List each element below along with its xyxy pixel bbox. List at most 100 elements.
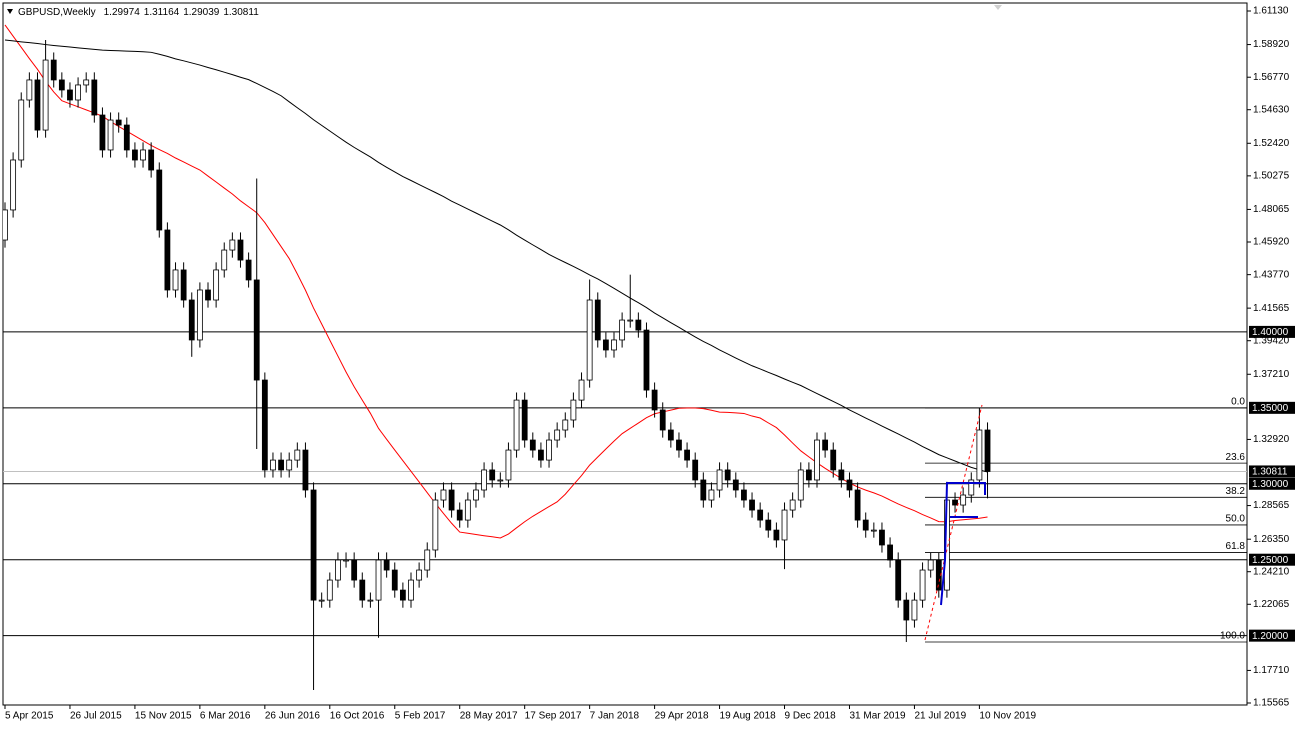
y-tick-label: 1.15565 xyxy=(1253,698,1290,709)
fib-label: 50.0 xyxy=(1226,514,1246,525)
y-tick-label: 1.39420 xyxy=(1253,335,1290,346)
quote-close: 1.30811 xyxy=(223,7,259,18)
y-tick-label: 1.45920 xyxy=(1253,237,1290,248)
fib-trend-line xyxy=(924,404,983,641)
candle-body xyxy=(521,399,528,441)
candle-body xyxy=(237,239,244,261)
candle-body xyxy=(10,159,17,211)
candle-body xyxy=(676,439,682,451)
candle-body xyxy=(416,569,423,581)
candle-body xyxy=(757,509,764,521)
candle-body xyxy=(310,489,317,601)
x-tick-label: 15 Nov 2015 xyxy=(135,711,192,722)
price-label: 1.30811 xyxy=(1252,467,1288,478)
plot-frame xyxy=(2,2,1248,706)
candle-body xyxy=(773,529,780,541)
candle-body xyxy=(692,459,699,481)
x-tick-label: 9 Dec 2018 xyxy=(785,711,837,722)
candle-body xyxy=(538,449,544,461)
candle-body xyxy=(456,509,463,521)
fib-label: 0.0 xyxy=(1231,396,1245,407)
candle-body xyxy=(448,489,455,511)
candle-body xyxy=(732,479,739,491)
candle-body xyxy=(741,489,747,501)
level-box xyxy=(1249,553,1295,566)
y-tick-label: 1.58920 xyxy=(1253,39,1290,50)
candle-body xyxy=(123,124,130,151)
candle-body xyxy=(156,169,163,231)
candle-body xyxy=(927,559,934,571)
fib-label: 61.8 xyxy=(1226,541,1246,552)
x-tick-label: 29 Apr 2018 xyxy=(655,711,709,722)
level-box xyxy=(1249,477,1295,490)
candle-body xyxy=(505,449,512,481)
candle-body xyxy=(383,559,390,571)
candle-body xyxy=(408,579,414,601)
x-tick-label: 26 Jun 2016 xyxy=(265,711,320,722)
y-tick-label: 1.61130 xyxy=(1253,6,1289,17)
candle-body xyxy=(684,449,690,461)
candle-body xyxy=(919,569,926,601)
scroll-marker[interactable] xyxy=(994,5,1002,10)
candle-body xyxy=(651,389,658,411)
candle-body xyxy=(984,429,991,472)
candle-body xyxy=(375,559,382,601)
candle-body xyxy=(911,599,918,621)
x-tick-label: 17 Sep 2017 xyxy=(525,711,582,722)
fib-label: 38.2 xyxy=(1226,486,1246,497)
candle-body xyxy=(335,559,341,581)
plot-area: 0.0 23.6 38.2 50.0 61.8 100.0 xyxy=(3,24,1247,691)
y-tick-label: 1.22065 xyxy=(1253,599,1290,610)
candle-body xyxy=(253,279,260,381)
candle-body xyxy=(261,379,268,471)
x-tick-label: 16 Oct 2016 xyxy=(330,711,385,722)
level-box xyxy=(1249,325,1295,338)
y-tick-label: 1.28565 xyxy=(1253,500,1290,511)
candle-body xyxy=(326,579,333,601)
drawings xyxy=(924,404,986,641)
candle-body xyxy=(814,439,820,481)
candle-body xyxy=(838,469,845,481)
candle-body xyxy=(148,149,155,171)
y-tick-label: 1.32920 xyxy=(1253,434,1290,445)
axes: 1.61130 1.58920 1.56770 1.54630 1.52420 1.502… xyxy=(4,6,1295,722)
candle-body xyxy=(903,599,910,621)
candle-body xyxy=(659,409,666,431)
y-tick-label: 1.43770 xyxy=(1253,269,1290,280)
candle-body xyxy=(3,209,8,241)
candle-body xyxy=(749,499,755,511)
candle-body xyxy=(895,559,902,601)
candle-body xyxy=(302,449,309,491)
menu-toggle[interactable] xyxy=(7,9,13,14)
candle-body xyxy=(359,579,366,601)
candle-body xyxy=(391,569,398,591)
candle-body xyxy=(724,469,731,481)
candle-body xyxy=(805,469,812,481)
candle-body xyxy=(578,379,585,401)
candle-body xyxy=(797,469,804,501)
candle-body xyxy=(862,519,869,531)
y-tick-label: 1.54630 xyxy=(1253,104,1290,115)
candle-body xyxy=(75,84,81,101)
candle-body xyxy=(26,79,33,101)
candle-body xyxy=(781,509,788,541)
candle-body xyxy=(18,99,25,161)
level-label: 1.20000 xyxy=(1252,631,1289,642)
y-tick-label: 1.48065 xyxy=(1253,204,1290,215)
candle-body xyxy=(789,499,796,511)
candle-body xyxy=(935,559,942,591)
candle-body xyxy=(58,79,65,91)
level-label: 1.25000 xyxy=(1252,555,1289,566)
candle-body xyxy=(318,599,325,602)
candle-body xyxy=(586,299,593,381)
quote-high: 1.31164 xyxy=(144,7,180,18)
candle-body xyxy=(619,319,626,341)
x-tick-label: 5 Feb 2017 xyxy=(395,711,446,722)
level-label: 1.35000 xyxy=(1252,403,1289,414)
candle-body xyxy=(367,599,374,602)
candle-body xyxy=(952,499,958,506)
candle-body xyxy=(870,529,877,532)
moving-average xyxy=(4,39,988,473)
candle-body xyxy=(489,469,496,481)
